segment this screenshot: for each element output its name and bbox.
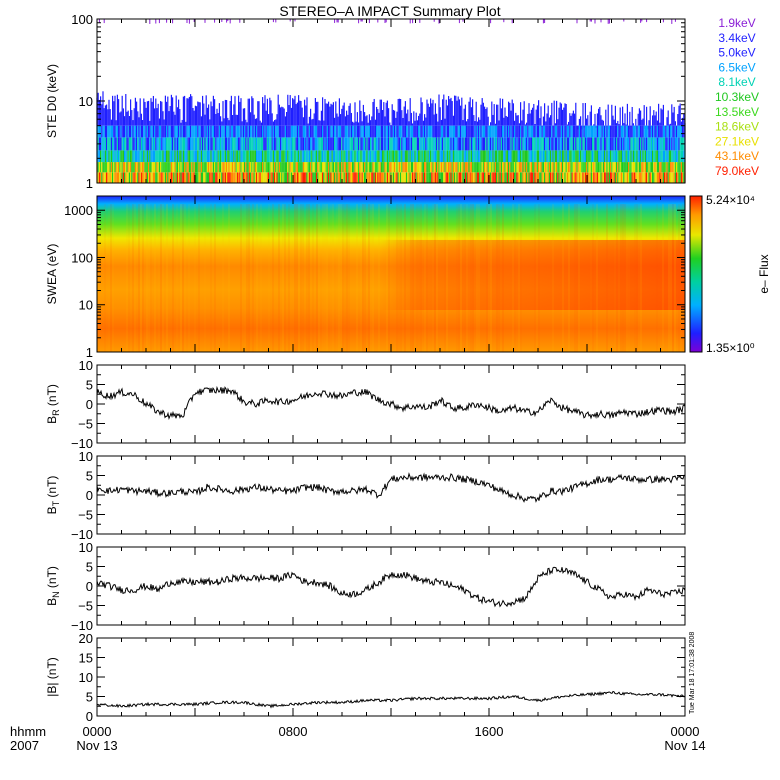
bmag-ylabel: |B| (nT) [45, 657, 59, 697]
date-tick-label: Nov 13 [76, 738, 117, 753]
swea-ytick-label: 1000 [64, 203, 93, 218]
swea-colorbar [689, 195, 703, 353]
ste-channel-label: 3.4keV [718, 31, 755, 45]
time-tick-label: 1600 [475, 724, 504, 739]
bt-panel: 10 5 0 −5 −10 BT (nT) [45, 449, 686, 542]
ste-y-ticks: 1 10 100 [71, 12, 685, 191]
plot-title: STEREO–A IMPACT Summary Plot [279, 3, 500, 19]
br-ytick-label: 10 [79, 358, 93, 373]
ste-channel-label: 27.1keV [715, 134, 759, 148]
bt-ytick-label: 5 [86, 469, 93, 484]
ste-channel-label: 10.3keV [715, 90, 759, 104]
bt-ytick-label: −10 [71, 527, 93, 542]
bmag-panel: 20 15 10 5 0 |B| (nT) Tue Mar 18 17:01:38 20… [45, 631, 696, 724]
swea-streaks [104, 204, 684, 352]
ste-channel-label: 43.1keV [715, 149, 759, 163]
ste-channel-legend: 1.9keV3.4keV5.0keV6.5keV8.1keV10.3keV13.… [715, 16, 759, 178]
bmag-ytick-label: 10 [79, 670, 93, 685]
time-tick-label: 0800 [279, 724, 308, 739]
bt-ytick-label: −5 [78, 508, 93, 523]
br-ytick-label: −10 [71, 436, 93, 451]
br-ylabel: BR (nT) [45, 384, 61, 424]
time-row1-label: hhmm [10, 724, 46, 739]
ste-spectrogram [96, 19, 686, 183]
ste-channel-label: 6.5keV [718, 60, 755, 74]
bmag-ytick-label: 5 [86, 690, 93, 705]
bmag-ytick-label: 15 [79, 651, 93, 666]
bn-frame [96, 546, 686, 626]
bn-ytick-label: 10 [79, 540, 93, 555]
ste-channel-label: 79.0keV [715, 164, 759, 178]
swea-y-ticks: 1 10 100 1000 [64, 195, 685, 360]
bn-ytick-label: 0 [86, 579, 93, 594]
ste-ylabel: STE D0 (keV) [45, 64, 59, 138]
ste-channel-label: 8.1keV [718, 75, 755, 89]
bmag-ytick-label: 20 [79, 631, 93, 646]
bt-series-line [96, 472, 685, 503]
date-tick-label: Nov 14 [664, 738, 705, 753]
br-series-line [96, 385, 686, 420]
br-ytick-label: 0 [86, 397, 93, 412]
bmag-ytick-label: 0 [86, 709, 93, 724]
bmag-frame [96, 637, 686, 717]
swea-panel: 1 10 100 1000 SWEA (eV) 5.24×10⁴ 1.35×10⁰ e… [45, 193, 771, 360]
bn-ylabel: BN (nT) [45, 566, 61, 606]
br-y-ticks: 10 5 0 −5 −10 [71, 358, 685, 451]
bn-panel: 10 5 0 −5 −10 BN (nT) [45, 540, 686, 633]
swea-ylabel: SWEA (eV) [45, 244, 59, 305]
br-ytick-label: 5 [86, 378, 93, 393]
ste-ytick-label: 100 [71, 12, 93, 27]
ste-ytick-label: 10 [79, 94, 93, 109]
bn-ytick-label: −10 [71, 618, 93, 633]
br-panel: 10 5 0 −5 −10 BR (nT) [45, 358, 686, 451]
bmag-series-line [96, 690, 686, 709]
bn-y-ticks: 10 5 0 −5 −10 [71, 540, 685, 633]
time-row2-label: 2007 [10, 738, 39, 753]
swea-ytick-label: 100 [71, 250, 93, 265]
br-ytick-label: −5 [78, 417, 93, 432]
colorbar-min-label: 1.35×10⁰ [706, 341, 755, 355]
bn-ytick-label: −5 [78, 599, 93, 614]
ste-ytick-label: 1 [86, 176, 93, 191]
colorbar-label: e– Flux [757, 254, 771, 293]
time-tick-label: 0000 [671, 724, 700, 739]
swea-enhanced-region [97, 240, 685, 310]
bt-ylabel: BT (nT) [45, 476, 61, 515]
timestamp-note: Tue Mar 18 17:01:38 2008 [689, 632, 696, 714]
bt-ytick-label: 10 [79, 449, 93, 464]
ste-channel-label: 5.0keV [718, 46, 755, 60]
ste-panel: 1 10 100 STE D0 (keV) 1.9keV3.4keV5.0keV6.… [45, 12, 759, 191]
bmag-y-ticks: 20 15 10 5 0 [79, 631, 685, 724]
bt-y-ticks: 10 5 0 −5 −10 [71, 449, 685, 542]
colorbar-max-label: 5.24×10⁴ [706, 193, 755, 207]
bn-ytick-label: 5 [86, 560, 93, 575]
swea-ytick-label: 10 [79, 298, 93, 313]
time-tick-label: 0000 [83, 724, 112, 739]
bn-series-line [96, 566, 686, 608]
ste-channel-label: 18.6keV [715, 120, 759, 134]
swea-ytick-label: 1 [86, 345, 93, 360]
ste-channel-label: 1.9keV [718, 16, 755, 30]
ste-channel-label: 13.5keV [715, 105, 759, 119]
bt-ytick-label: 0 [86, 488, 93, 503]
